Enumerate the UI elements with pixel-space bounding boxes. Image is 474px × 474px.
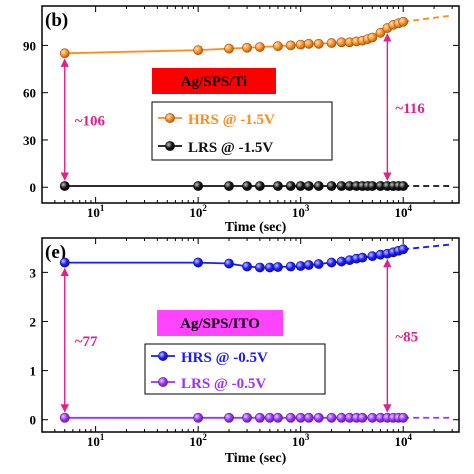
legend-label: LRS @ -0.5V	[181, 376, 266, 392]
data-point	[295, 39, 306, 50]
y-tick-label: 2	[30, 314, 37, 329]
y-tick-label: 60	[23, 86, 36, 101]
data-point	[357, 252, 368, 263]
panel-e: 101 102 103 104 Time (sec) 0 1 2 3 (e) ~77 ~85 Ag/SP…	[30, 237, 460, 466]
data-point	[326, 38, 337, 48]
data-point	[375, 27, 386, 38]
legend-box	[151, 101, 333, 161]
legend-marker	[165, 113, 175, 123]
data-point	[59, 48, 70, 59]
plot-frame	[41, 5, 460, 204]
x-tick-label: 103	[292, 432, 310, 449]
device-box	[152, 68, 276, 94]
data-point	[193, 181, 204, 191]
legend-marker	[165, 141, 175, 151]
panel-label: (e)	[45, 242, 66, 263]
data-point	[254, 262, 265, 273]
y-tick-label: 0	[30, 413, 37, 428]
data-point	[313, 181, 324, 191]
x-tick-label: 101	[87, 432, 105, 449]
y-tick-label: 30	[23, 133, 36, 148]
x-axis-label: Time (sec)	[225, 451, 287, 466]
data-point	[193, 412, 204, 423]
data-point	[398, 412, 409, 423]
data-point	[59, 412, 70, 423]
data-point	[285, 181, 296, 191]
data-point	[367, 251, 378, 262]
plot-frame	[41, 237, 460, 433]
data-point	[224, 258, 234, 269]
legend-marker	[158, 377, 168, 387]
data-point	[398, 181, 409, 191]
data-point	[264, 262, 275, 273]
y-tick-label: 1	[30, 364, 37, 379]
x-tick-label: 102	[189, 432, 207, 449]
data-point	[224, 181, 234, 191]
extrapolation-line	[403, 14, 453, 23]
data-point	[254, 412, 265, 423]
legend-label: HRS @ -1.5V	[188, 112, 275, 128]
ratio-label: ~116	[395, 101, 425, 117]
panel-b: 101 102 103 104 Time (sec) 0 30 60 90 (b) ~106 ~116…	[23, 5, 460, 235]
data-point	[303, 38, 314, 49]
ratio-label: ~85	[395, 330, 418, 346]
device-box	[157, 310, 283, 336]
data-point	[326, 181, 337, 191]
x-tick-label: 104	[394, 432, 412, 449]
data-point	[254, 42, 265, 52]
data-point	[303, 412, 314, 423]
data-point	[242, 181, 252, 191]
data-point	[59, 181, 70, 191]
data-point	[357, 412, 368, 423]
device-label: Ag/SPS/Ti	[181, 74, 247, 90]
data-point	[326, 257, 337, 268]
data-point	[313, 412, 324, 423]
data-point	[285, 40, 296, 51]
y-tick-label: 3	[30, 265, 37, 280]
data-point	[59, 257, 70, 268]
data-point	[295, 261, 306, 271]
data-point	[254, 181, 265, 191]
data-point	[273, 412, 283, 423]
data-point	[303, 181, 314, 191]
y-tick-label: 90	[23, 38, 36, 53]
data-point	[242, 261, 252, 272]
data-point	[313, 259, 324, 269]
x-tick-label: 102	[189, 203, 207, 220]
data-point	[398, 16, 409, 27]
data-point	[273, 181, 283, 191]
data-point	[273, 262, 283, 272]
data-point	[242, 412, 252, 423]
ratio-label: ~106	[75, 114, 106, 130]
data-point	[193, 45, 204, 56]
panel-label: (b)	[45, 10, 68, 31]
x-tick-label: 103	[292, 203, 310, 220]
y-tick-label: 0	[30, 180, 37, 195]
data-point	[224, 43, 234, 54]
data-point	[224, 412, 234, 423]
legend-marker	[158, 351, 168, 361]
data-point	[193, 257, 204, 268]
legend-box	[144, 343, 326, 395]
legend-label: LRS @ -1.5V	[188, 140, 273, 156]
x-tick-label: 101	[87, 203, 105, 220]
legend-label: HRS @ -0.5V	[181, 350, 268, 366]
device-label: Ag/SPS/ITO	[180, 316, 260, 332]
data-point	[336, 256, 347, 267]
extrapolation-line	[403, 243, 453, 251]
series-line	[64, 20, 404, 55]
data-point	[326, 412, 337, 423]
data-point	[285, 261, 296, 272]
data-point	[313, 38, 324, 49]
data-point	[285, 412, 296, 423]
x-tick-label: 104	[394, 203, 412, 220]
data-point	[303, 260, 314, 270]
data-point	[242, 42, 252, 53]
data-point	[367, 32, 378, 43]
data-point	[273, 41, 283, 52]
x-axis-label: Time (sec)	[225, 220, 287, 235]
data-point	[398, 244, 409, 255]
ratio-label: ~77	[75, 334, 98, 350]
